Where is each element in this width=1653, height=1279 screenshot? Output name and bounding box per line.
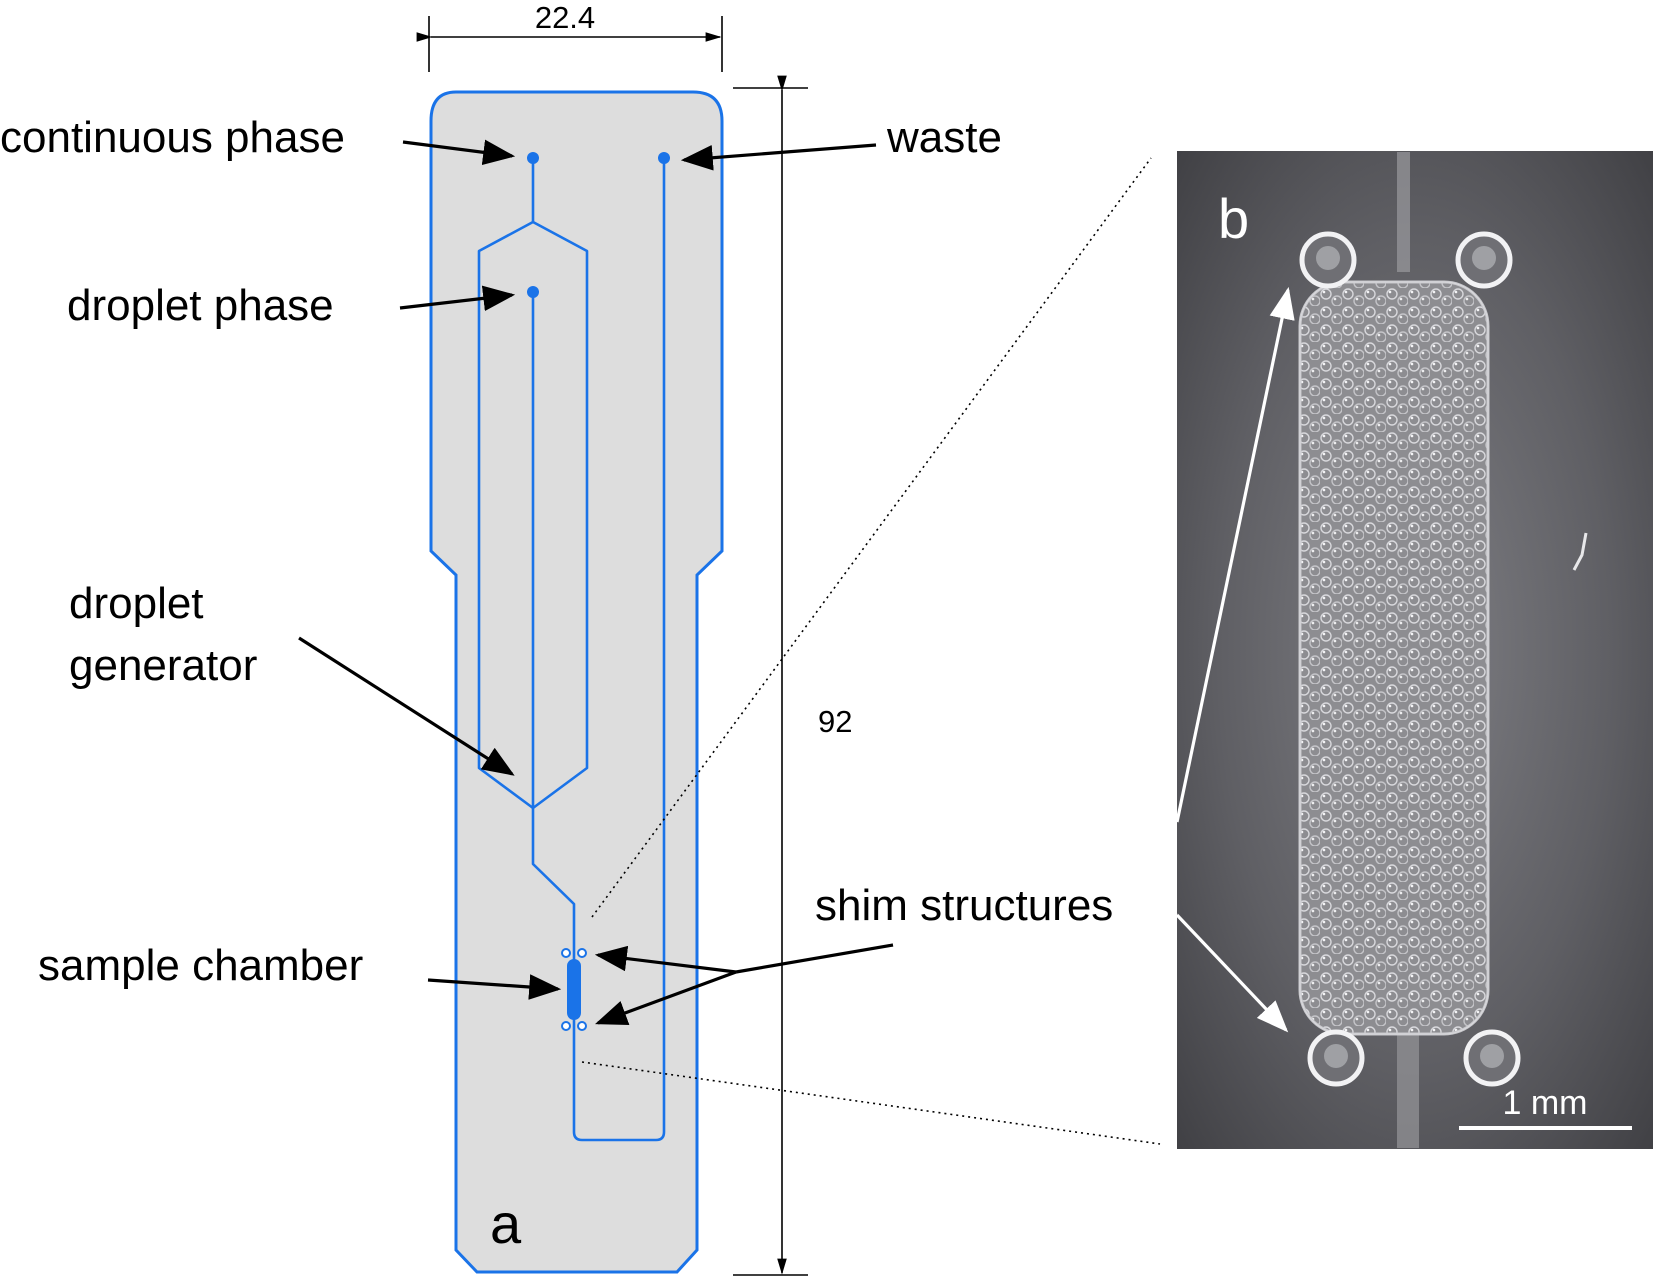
label-continuous-phase: continuous phase [0,113,345,162]
shim-ring-bottom-right [1466,1032,1518,1084]
label-droplet-generator-line2: generator [69,641,257,690]
length-dimension: 92 [733,88,852,1275]
micrograph-panel: b 1 mm [1160,151,1653,1149]
shim-structure [578,1022,586,1030]
shim-leader-line [736,945,893,972]
arrow-shim-stem-white [1160,912,1177,915]
outlet-channel-streak [1397,1020,1419,1148]
droplet-filled-chamber [1300,282,1488,1034]
sample-chamber-shape [567,959,581,1020]
label-sample-chamber: sample chamber [38,941,363,990]
scale-bar-label: 1 mm [1503,1084,1588,1122]
width-dimension: 22.4 [429,0,722,72]
shim-structure [562,949,570,957]
chip-outline [431,92,722,1272]
droplet-phase-port [527,286,539,298]
shim-structure [578,949,586,957]
waste-port [658,152,670,164]
shim-structure [562,1022,570,1030]
label-waste: waste [886,113,1002,162]
shim-ring-bottom-left [1310,1032,1362,1084]
panel-label-a: a [490,1192,522,1255]
inlet-channel-streak [1397,152,1410,272]
label-droplet-phase: droplet phase [67,281,334,330]
label-droplet-generator-line1: droplet [69,579,204,628]
continuous-phase-port [527,152,539,164]
label-shim-structures: shim structures [815,881,1113,930]
panel-label-b: b [1218,187,1249,250]
length-value: 92 [818,704,852,739]
width-value: 22.4 [535,0,595,35]
shim-ring-top-left [1302,234,1354,286]
shim-ring-top-right [1458,234,1510,286]
